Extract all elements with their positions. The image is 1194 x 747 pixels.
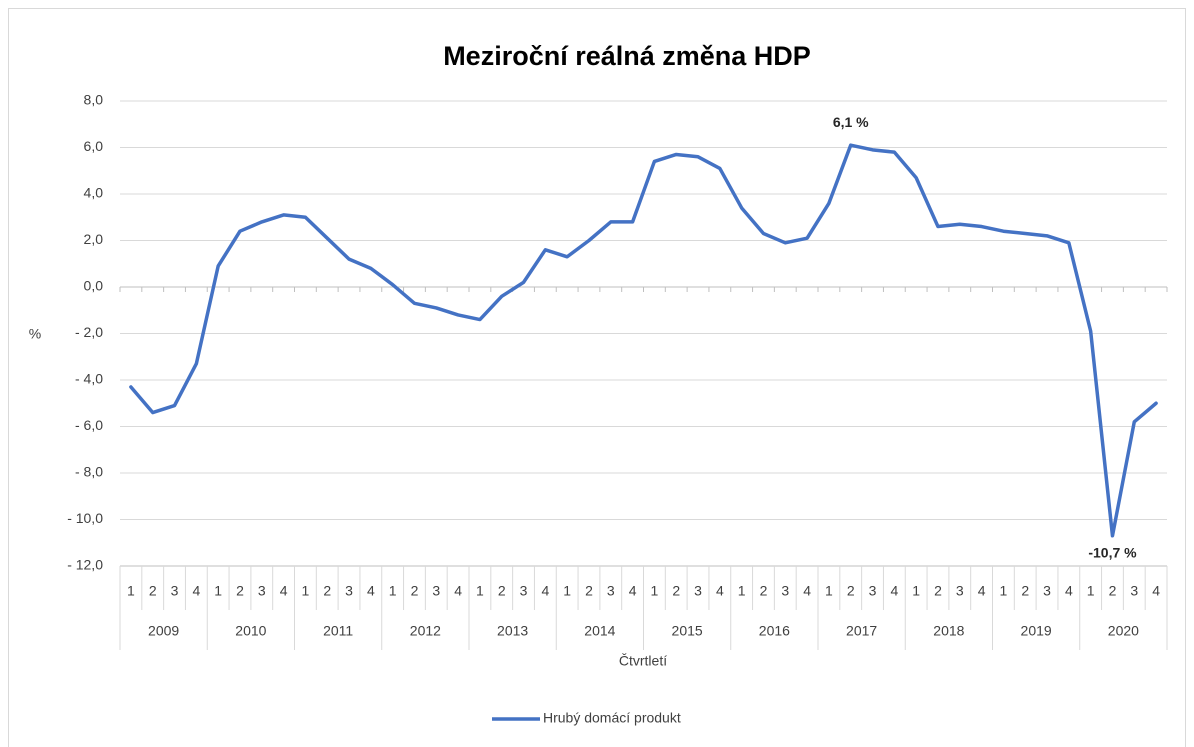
x-tick-label: 4 xyxy=(367,583,375,599)
x-group-label: 2010 xyxy=(235,623,266,639)
line-series xyxy=(129,143,1158,538)
x-tick-label: 4 xyxy=(541,583,549,599)
x-group-label: 2014 xyxy=(584,623,615,639)
y-tick-label: - 10,0 xyxy=(67,510,103,526)
x-tick-label: 3 xyxy=(781,583,789,599)
x-tick-label: 4 xyxy=(716,583,724,599)
x-tick-label: 3 xyxy=(1130,583,1138,599)
legend-label: Hrubý domácí produkt xyxy=(543,710,681,726)
x-tick-label: 1 xyxy=(127,583,135,599)
x-tick-label: 4 xyxy=(280,583,288,599)
x-group-label: 2015 xyxy=(672,623,703,639)
x-group-label: 2020 xyxy=(1108,623,1139,639)
x-tick-label: 2 xyxy=(236,583,244,599)
x-tick-label: 1 xyxy=(1000,583,1008,599)
x-tick-label: 2 xyxy=(847,583,855,599)
data-label: -10,7 % xyxy=(1088,544,1137,560)
x-tick-label: 3 xyxy=(607,583,615,599)
x-tick-label: 1 xyxy=(389,583,397,599)
x-tick-label: 2 xyxy=(1021,583,1029,599)
y-tick-label: - 8,0 xyxy=(75,464,103,480)
y-axis-label: % xyxy=(29,326,41,342)
x-group-label: 2019 xyxy=(1021,623,1052,639)
y-tick-label: 0,0 xyxy=(84,278,104,294)
x-tick-label: 2 xyxy=(760,583,768,599)
x-group-label: 2013 xyxy=(497,623,528,639)
x-group-label: 2018 xyxy=(933,623,964,639)
x-tick-label: 1 xyxy=(825,583,833,599)
y-tick-label: - 4,0 xyxy=(75,371,103,387)
y-tick-label: - 6,0 xyxy=(75,417,103,433)
chart-border xyxy=(8,8,1186,747)
y-tick-label: 4,0 xyxy=(84,185,104,201)
x-tick-label: 1 xyxy=(738,583,746,599)
x-group-label: 2011 xyxy=(323,623,353,639)
x-tick-label: 1 xyxy=(563,583,571,599)
x-tick-label: 4 xyxy=(192,583,200,599)
x-tick-label: 2 xyxy=(149,583,157,599)
x-group-label: 2012 xyxy=(410,623,441,639)
x-tick-label: 2 xyxy=(323,583,331,599)
x-tick-label: 2 xyxy=(411,583,419,599)
x-tick-label: 4 xyxy=(890,583,898,599)
x-group-label: 2016 xyxy=(759,623,790,639)
x-tick-label: 3 xyxy=(258,583,266,599)
x-group-label: 2017 xyxy=(846,623,877,639)
x-tick-label: 2 xyxy=(672,583,680,599)
x-tick-label: 1 xyxy=(912,583,920,599)
chart-title: Meziroční reálná změna HDP xyxy=(443,41,811,71)
x-tick-label: 1 xyxy=(302,583,310,599)
x-group-label: 2009 xyxy=(148,623,179,639)
x-tick-label: 2 xyxy=(1109,583,1117,599)
x-tick-label: 4 xyxy=(629,583,637,599)
x-tick-label: 4 xyxy=(1152,583,1160,599)
x-tick-label: 3 xyxy=(432,583,440,599)
x-tick-label: 3 xyxy=(956,583,964,599)
y-tick-label: 2,0 xyxy=(84,231,104,247)
x-tick-label: 1 xyxy=(651,583,659,599)
y-tick-label: - 2,0 xyxy=(75,324,103,340)
x-tick-label: 3 xyxy=(1043,583,1051,599)
x-tick-label: 3 xyxy=(869,583,877,599)
x-axis-label: Čtvrtletí xyxy=(619,653,667,669)
x-tick-label: 4 xyxy=(454,583,462,599)
x-tick-label: 1 xyxy=(214,583,222,599)
data-label: 6,1 % xyxy=(833,114,869,130)
x-tick-label: 2 xyxy=(934,583,942,599)
x-tick-label: 2 xyxy=(498,583,506,599)
x-tick-label: 3 xyxy=(171,583,179,599)
y-tick-label: 6,0 xyxy=(84,138,104,154)
x-tick-label: 1 xyxy=(1087,583,1095,599)
x-tick-label: 4 xyxy=(1065,583,1073,599)
x-tick-label: 4 xyxy=(978,583,986,599)
y-tick-label: - 12,0 xyxy=(67,557,103,573)
x-tick-label: 3 xyxy=(345,583,353,599)
y-tick-label: 8,0 xyxy=(84,92,104,108)
x-tick-label: 3 xyxy=(694,583,702,599)
x-tick-label: 2 xyxy=(585,583,593,599)
x-tick-label: 3 xyxy=(520,583,528,599)
x-tick-label: 1 xyxy=(476,583,484,599)
x-tick-label: 4 xyxy=(803,583,811,599)
